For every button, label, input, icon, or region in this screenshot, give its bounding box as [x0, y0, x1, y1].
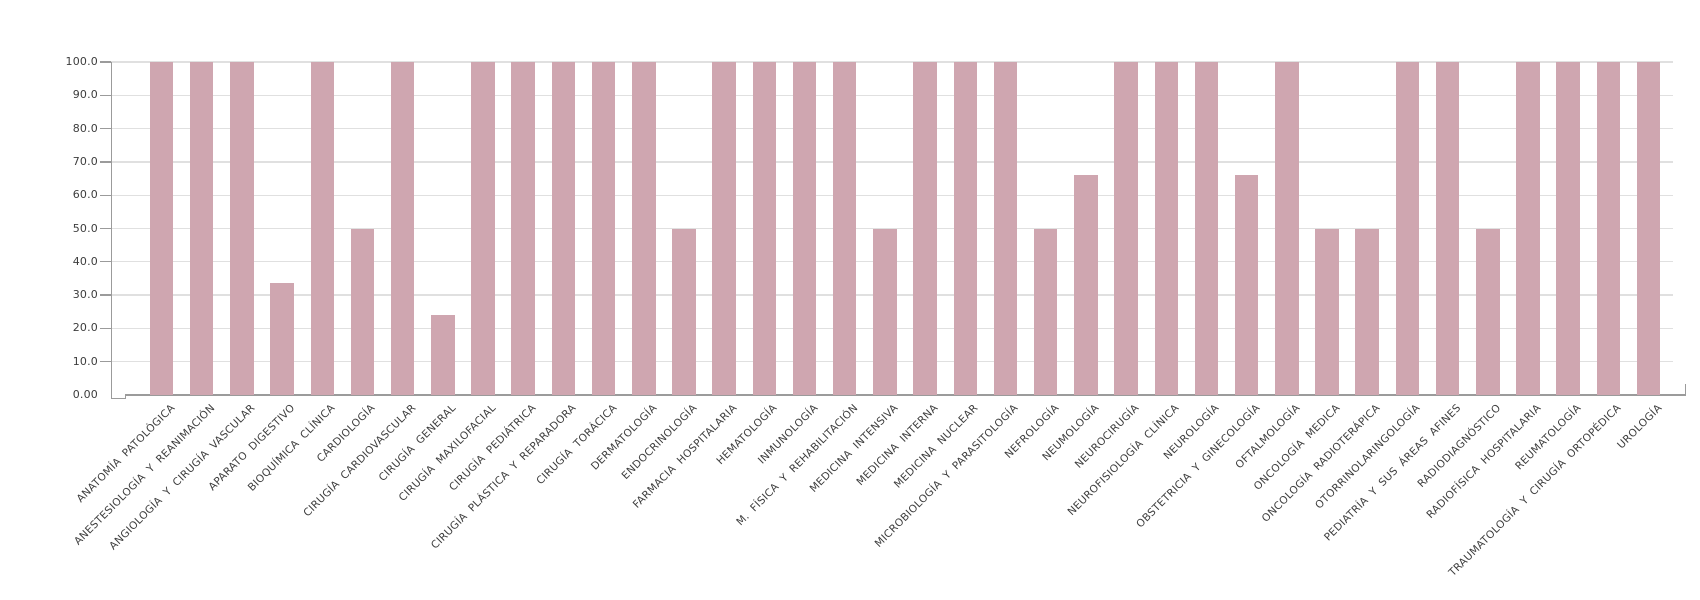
bar — [873, 228, 897, 395]
x-axis-label: CIRUGÍA PLÁSTICA Y REPARADORA — [429, 402, 579, 552]
bar — [431, 315, 455, 395]
bar — [1074, 175, 1098, 395]
bar — [1315, 228, 1339, 395]
bar — [1596, 62, 1621, 395]
bar — [1435, 62, 1460, 395]
y-axis-label: 30.0 — [72, 288, 98, 302]
bar — [230, 62, 254, 395]
y-axis-label: 50.0 — [72, 221, 98, 235]
bar — [390, 62, 415, 395]
x-axis-label: CIRUGÍA TORÁCICA — [533, 402, 620, 488]
gridline — [111, 127, 1673, 130]
bar — [310, 62, 334, 395]
gridline — [111, 161, 1673, 163]
gridline — [111, 227, 1673, 230]
y-axis-tick — [100, 227, 111, 230]
y-axis-tick — [100, 361, 111, 363]
gridline — [111, 94, 1673, 96]
y-axis-tick — [100, 194, 111, 196]
bar — [1114, 62, 1138, 395]
y-axis-tick — [100, 327, 111, 330]
bar — [1275, 62, 1299, 395]
y-axis-line — [111, 62, 113, 399]
gridline — [111, 194, 1673, 196]
bar — [1355, 228, 1379, 395]
bar — [270, 283, 294, 395]
y-axis-label: 60.0 — [72, 188, 98, 202]
y-axis-tick — [100, 61, 111, 63]
bar — [1154, 62, 1178, 395]
bar — [591, 62, 616, 395]
x-axis-line — [125, 394, 1686, 396]
y-axis-label: 10.0 — [72, 354, 98, 368]
bar — [832, 62, 857, 395]
axis-corner-step — [111, 398, 126, 400]
gridline — [111, 61, 1673, 63]
bar — [1636, 62, 1661, 395]
x-axis-label: ANESTESIOLOGÍA Y REANIMACIÓN — [71, 402, 218, 548]
bar — [792, 62, 817, 395]
y-axis-tick — [100, 294, 111, 296]
y-axis-label: 0.00 — [72, 388, 98, 401]
bar — [672, 228, 696, 395]
bar — [1556, 62, 1580, 395]
bar — [953, 62, 978, 395]
bar — [1194, 62, 1219, 395]
x-axis-label: MICROBIOLOGÍA Y PARASITOLOGÍA — [873, 402, 1021, 550]
y-axis-tick — [100, 94, 111, 96]
bar — [1234, 175, 1259, 395]
y-axis-label: 40.0 — [72, 254, 98, 268]
y-axis-tick — [100, 127, 111, 130]
bar — [350, 228, 375, 395]
x-axis-end-tick — [1684, 384, 1686, 395]
bar — [1476, 228, 1500, 395]
bar — [1516, 62, 1540, 395]
axis-corner-step — [125, 394, 127, 400]
bar — [149, 62, 174, 395]
x-axis-label: ANGIOLOGÍA Y CIRUGÍA VASCULAR — [107, 402, 258, 553]
bar — [1033, 228, 1058, 395]
bar — [752, 62, 777, 395]
x-axis-label: CIRUGÍA GENERAL — [376, 402, 459, 484]
x-axis-label: ENDOCRINOLOGÍA — [619, 402, 700, 482]
y-axis-label: 80.0 — [72, 121, 98, 135]
y-axis-label: 20.0 — [72, 321, 98, 335]
y-axis-tick — [100, 261, 111, 263]
y-axis-label: 70.0 — [72, 154, 98, 168]
bar — [993, 62, 1018, 395]
bar — [551, 62, 576, 395]
y-axis-label: 100.0 — [65, 55, 98, 68]
bar — [471, 62, 495, 395]
bar — [189, 62, 214, 395]
y-axis-tick — [100, 161, 111, 163]
bar — [632, 62, 656, 395]
y-axis-label: 90.0 — [72, 88, 98, 102]
bar — [712, 62, 736, 395]
bar — [1395, 62, 1420, 395]
bar — [913, 62, 937, 395]
bar — [511, 62, 535, 395]
